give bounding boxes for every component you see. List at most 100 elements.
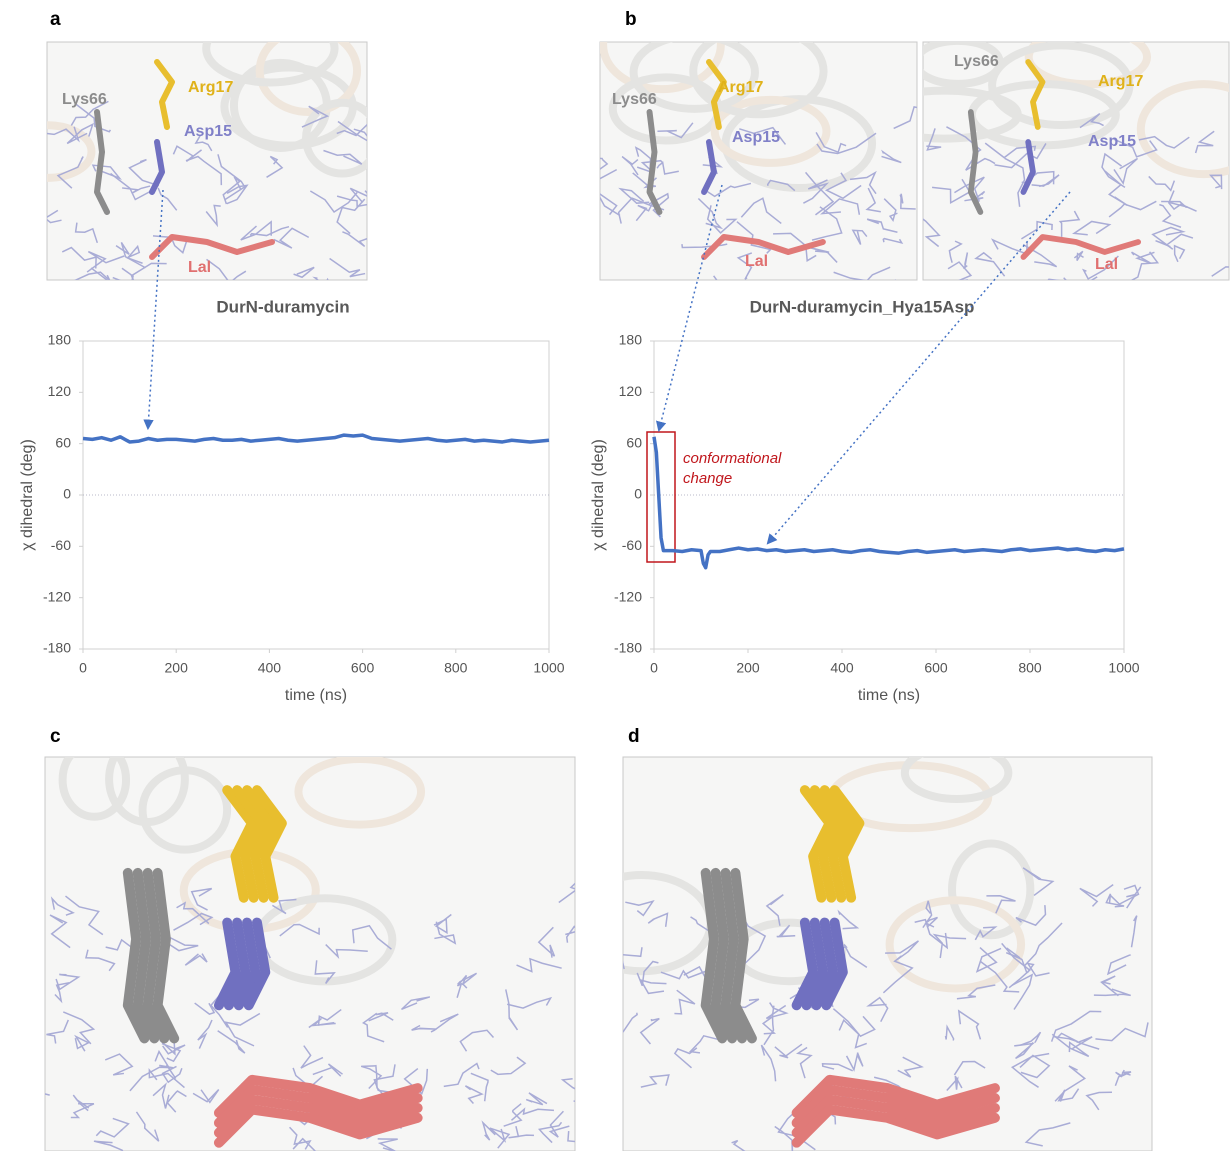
backbone [1014,1042,1036,1060]
side-chain [821,917,848,1011]
backbone [510,1107,554,1121]
pointer-arrow [766,191,1071,545]
annotation: conformational change [683,450,782,487]
backbone [300,1045,324,1069]
backbone [924,916,938,928]
side-chain [829,785,865,903]
side-chain [720,867,747,1044]
residue-label: Lal [1095,256,1118,273]
backbone [795,1046,813,1079]
backbone [162,1044,186,1055]
backbone [760,1044,777,1082]
backbone [618,187,650,204]
backbone [548,1110,570,1138]
backbone [74,271,111,280]
backbone [894,279,897,280]
backbone [1071,220,1112,236]
side-chain [701,139,717,195]
backbone [86,250,125,273]
backbone [351,924,392,950]
residue-label: Lys66 [612,91,657,108]
backbone [74,222,99,244]
y-axis-label: χ dihedral (deg) [590,439,607,551]
backbone [623,1012,638,1033]
side-chain [233,917,261,1011]
backbone [883,198,898,223]
side-chain [94,109,110,215]
backbone [224,1012,261,1047]
backbone [697,197,724,230]
backbone [600,193,621,217]
y-tick-label: 180 [619,332,643,348]
backbone [349,187,367,204]
backbone [105,938,134,951]
backbone [1113,157,1139,185]
backbone [507,996,553,1009]
backbone [222,176,242,205]
backbone [1208,174,1223,190]
side-chain [700,867,728,1044]
helix [1136,80,1229,179]
backbone [953,1060,986,1076]
y-tick-label: -60 [622,537,642,553]
backbone [329,257,366,278]
side-chain [142,867,170,1044]
backbone [763,1013,775,1046]
side-chain [791,1084,1000,1128]
backbone [899,193,916,210]
helix [105,757,189,827]
x-tick-label: 0 [650,660,658,676]
backbone [639,1017,660,1045]
backbone [706,205,738,234]
backbone [713,275,718,280]
charts: DurN-duramycin -180 -120 -60 0 60 120 180 0 200 40… [19,297,1140,704]
backbone [537,1121,563,1144]
backbone [312,1063,343,1077]
backbone [197,1019,213,1049]
x-axis-label: time (ns) [285,687,347,704]
backbone [1051,1033,1090,1058]
backbone [457,972,478,989]
backbone [72,1094,90,1112]
backbone [1114,1071,1132,1086]
pointer-arrow [656,184,723,433]
backbone [1079,883,1114,907]
backbone [736,221,773,254]
y-tick-label: 180 [48,332,72,348]
backbone [1021,170,1055,185]
backbone [974,926,998,941]
backbone [490,1056,527,1076]
backbone [1004,157,1026,207]
backbone [70,100,109,126]
backbone [625,899,655,917]
backbone [833,266,891,280]
backbone [54,981,70,1004]
x-tick-label: 600 [924,660,948,676]
backbone [217,154,246,201]
y-tick-label: -60 [51,537,71,553]
backbone [1019,1054,1051,1079]
backbone [336,195,367,208]
backbone [377,1138,398,1151]
x-tick-label: 400 [258,660,282,676]
backbone [1031,174,1060,188]
backbone [1023,922,1063,967]
helix [689,42,828,119]
backbone [1109,884,1140,906]
residue-label: Arg17 [188,79,233,96]
helix [47,121,96,182]
y-tick-label: -180 [614,640,642,656]
backbone [430,1013,459,1033]
side-chain [1025,59,1046,130]
backbone [681,243,728,249]
backbone [226,184,249,205]
backbone [1106,954,1132,976]
y-tick-label: -120 [614,588,642,604]
backbone [104,1053,134,1076]
backbone [266,155,284,178]
backbone [459,1029,495,1052]
backbone [1011,973,1034,1010]
backbone [1026,962,1050,977]
panel-label: d [628,726,640,747]
